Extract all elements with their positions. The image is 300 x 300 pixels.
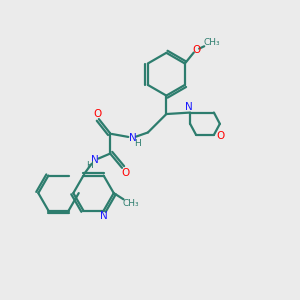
Text: O: O: [93, 109, 101, 119]
Text: CH₃: CH₃: [204, 38, 220, 47]
Text: N: N: [129, 133, 136, 143]
Text: N: N: [100, 211, 108, 221]
Text: N: N: [185, 103, 193, 112]
Text: O: O: [216, 131, 225, 141]
Text: CH₃: CH₃: [122, 199, 139, 208]
Text: O: O: [122, 168, 130, 178]
Text: H: H: [86, 161, 93, 170]
Text: O: O: [192, 45, 200, 55]
Text: N: N: [91, 155, 99, 165]
Text: H: H: [134, 139, 141, 148]
